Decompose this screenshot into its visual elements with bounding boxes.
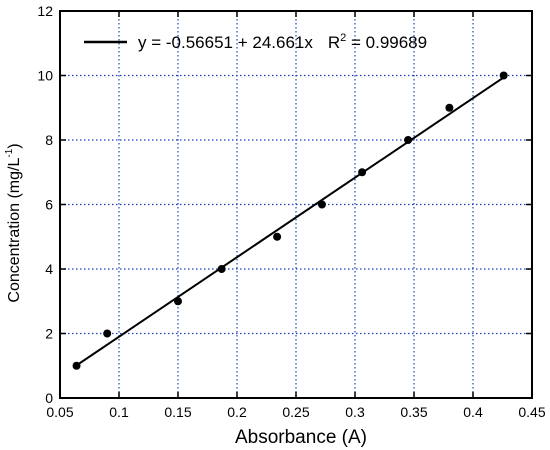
x-axis-title: Absorbance (A) [235, 427, 367, 448]
r2-value: = 0.99689 [346, 33, 427, 52]
y-axis-title: Concentration (mg/L-1) [4, 143, 23, 302]
y-tick-label: 6 [45, 197, 53, 213]
data-point [317, 200, 326, 209]
x-tick-label: 0.45 [518, 404, 545, 420]
data-point [217, 265, 226, 273]
x-tick-label: 0.4 [463, 404, 483, 420]
legend-equation: y = -0.56651 + 24.661x R2 = 0.99689 [138, 32, 427, 52]
data-point [72, 361, 81, 370]
y-axis-title-suffix: ) [6, 143, 23, 148]
x-tick-label: 0.15 [164, 404, 191, 420]
fit-line [75, 76, 505, 367]
data-point [273, 232, 282, 241]
x-tick-label: 0.1 [109, 404, 129, 420]
x-tick-label: 0.35 [400, 404, 427, 420]
x-tick-label: 0.3 [345, 404, 365, 420]
fit-line-group [75, 76, 505, 367]
data-point [358, 168, 367, 177]
x-tick-label: 0.05 [46, 404, 73, 420]
data-point [174, 297, 182, 306]
r2-superscript: 2 [340, 32, 346, 44]
y-tick-label: 10 [37, 68, 53, 84]
data-point [404, 136, 413, 144]
x-tick-labels: 0.05 0.1 0.15 0.2 0.25 0.3 0.35 0.4 0.45 [46, 404, 545, 420]
fit-equation: y = -0.56651 + 24.661x [138, 33, 313, 52]
data-point [499, 71, 508, 80]
y-tick-label: 12 [37, 3, 53, 19]
y-tick-label: 0 [45, 390, 53, 406]
y-tick-labels: 0 2 4 6 8 10 12 [37, 3, 53, 406]
y-tick-label: 4 [45, 261, 53, 277]
x-tick-label: 0.25 [282, 404, 309, 420]
x-tick-label: 0.2 [227, 404, 247, 420]
y-axis-title-main: Concentration (mg/L [6, 158, 23, 303]
grid [60, 11, 532, 398]
legend: y = -0.56651 + 24.661x R2 = 0.99689 [84, 32, 427, 52]
y-axis-title-superscript: -1 [4, 148, 15, 157]
data-point [103, 329, 112, 338]
y-tick-label: 8 [45, 132, 53, 148]
data-point [445, 103, 454, 112]
axis-ticks [59, 10, 533, 399]
y-tick-label: 2 [45, 326, 53, 342]
r2-label: R [328, 33, 340, 52]
data-points [72, 71, 508, 370]
